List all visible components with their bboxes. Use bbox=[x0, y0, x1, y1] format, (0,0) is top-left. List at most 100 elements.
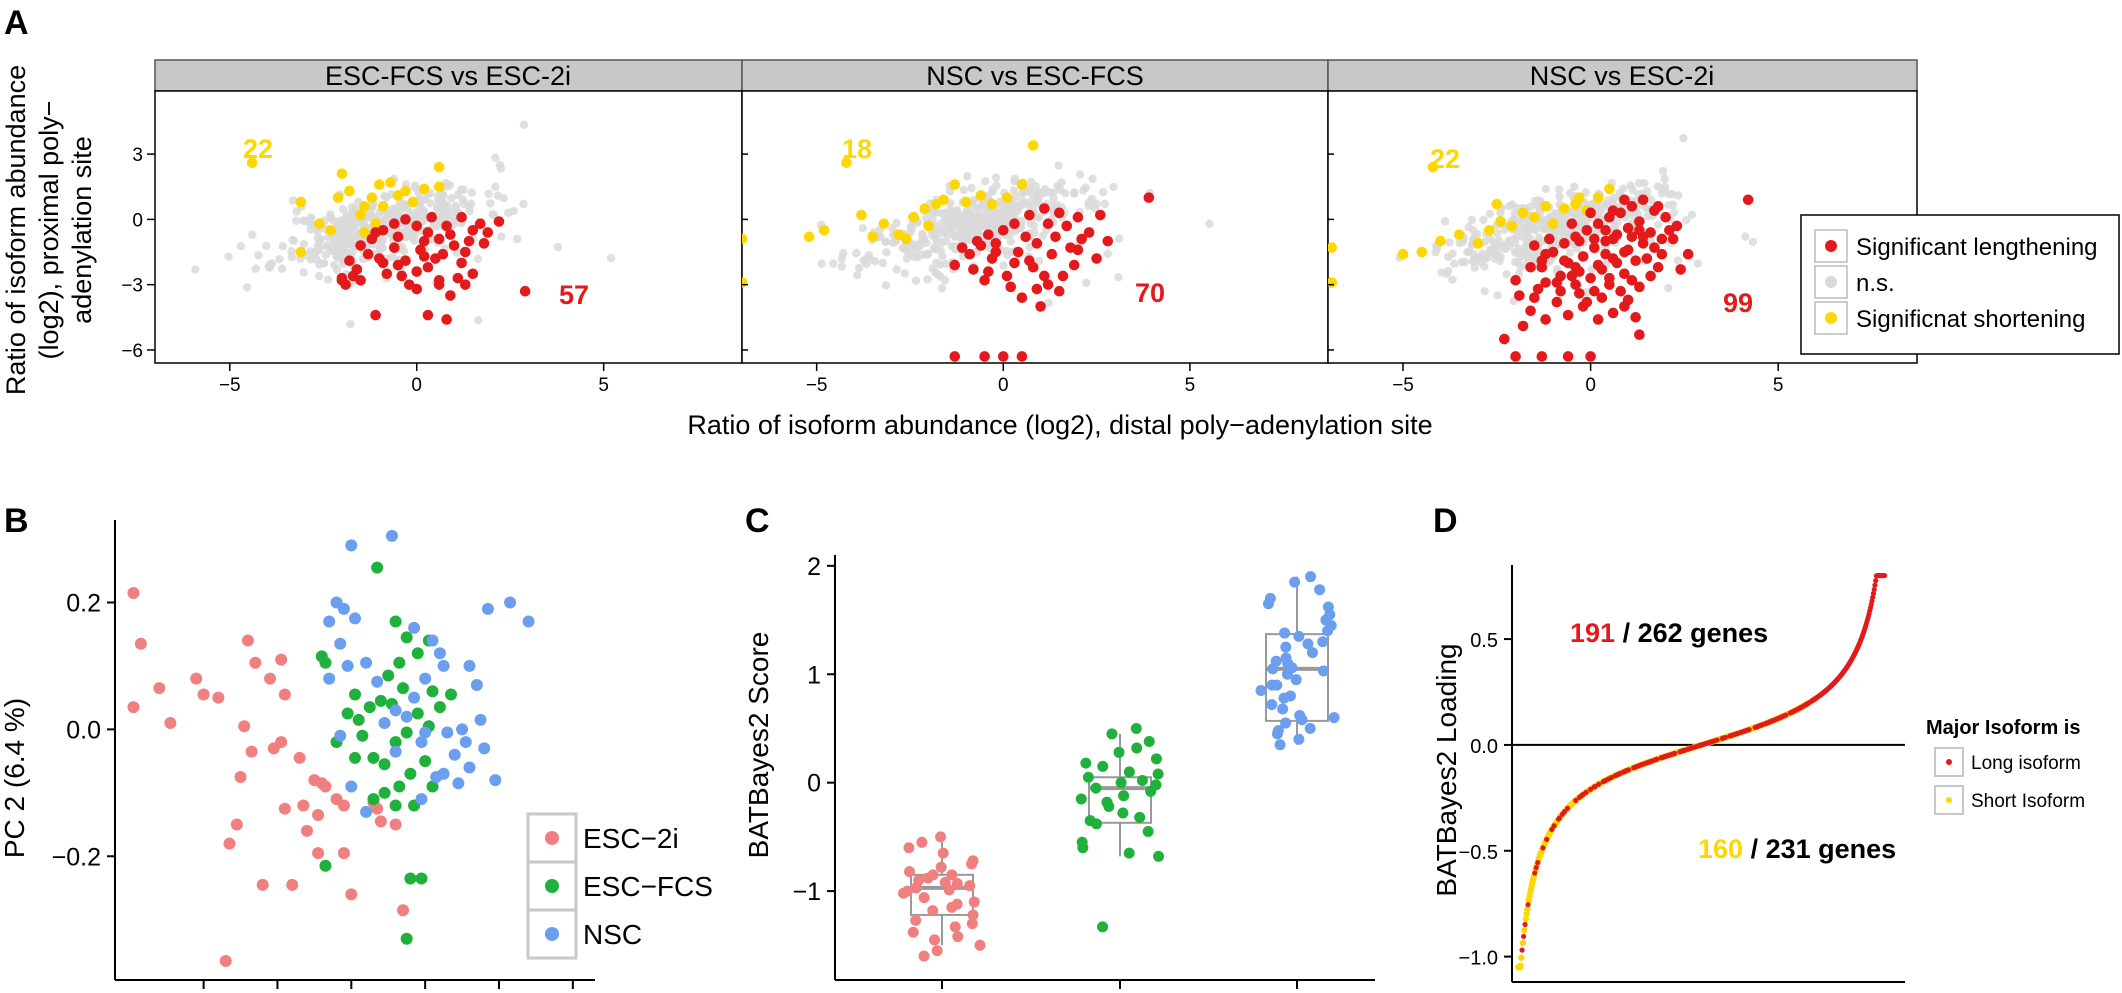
pca-point bbox=[374, 815, 387, 828]
lengthening-point bbox=[1009, 218, 1020, 230]
ns-point bbox=[1443, 266, 1453, 276]
ns-point bbox=[981, 177, 990, 186]
pca-point bbox=[319, 859, 332, 872]
lengthening-point bbox=[460, 246, 471, 258]
lengthening-point bbox=[452, 272, 464, 284]
annotation-long-total: / 262 genes bbox=[1615, 618, 1768, 648]
lengthening-point bbox=[1020, 231, 1031, 243]
lengthening-point bbox=[519, 285, 531, 297]
ns-point bbox=[1679, 134, 1688, 143]
legend-d-dot-short bbox=[1946, 797, 1952, 803]
shortening-point bbox=[923, 220, 934, 232]
ns-point bbox=[959, 185, 968, 195]
lengthening-point bbox=[1607, 233, 1619, 245]
lengthening-point bbox=[1596, 292, 1608, 304]
ns-point bbox=[959, 210, 969, 220]
panel-a-y-title-line-3: adenylation site bbox=[67, 136, 97, 324]
ns-point bbox=[969, 225, 978, 234]
lengthening-point bbox=[456, 211, 467, 223]
loading-point-long bbox=[1587, 786, 1594, 792]
pca-point bbox=[293, 751, 306, 764]
legend-a-dot-lengthening bbox=[1825, 240, 1837, 252]
box-jitter-point bbox=[1317, 665, 1329, 677]
y-tick-label: −3 bbox=[121, 276, 143, 297]
pca-point bbox=[463, 761, 476, 774]
lengthening-point bbox=[1042, 218, 1054, 230]
lengthening-point bbox=[1637, 194, 1649, 206]
box-jitter-point bbox=[974, 939, 986, 951]
pca-point bbox=[463, 659, 476, 672]
pca-point bbox=[481, 602, 494, 615]
box-jitter-point bbox=[929, 934, 941, 946]
ns-point bbox=[999, 261, 1008, 270]
lengthening-point bbox=[1607, 205, 1619, 216]
count-lengthening-2: 70 bbox=[1135, 278, 1165, 308]
ns-point bbox=[344, 235, 354, 244]
lengthening-point bbox=[1551, 277, 1563, 288]
ns-point bbox=[411, 181, 420, 190]
ns-point bbox=[1088, 174, 1097, 184]
pca-point bbox=[426, 780, 439, 793]
lengthening-point bbox=[448, 240, 460, 251]
box-jitter-point bbox=[1097, 760, 1109, 772]
lengthening-point bbox=[422, 261, 434, 273]
legend-a-dot-ns bbox=[1825, 276, 1837, 288]
box-jitter-point bbox=[901, 885, 913, 897]
shortening-point bbox=[295, 246, 307, 258]
shortening-point bbox=[418, 183, 430, 195]
pca-point bbox=[371, 802, 384, 815]
box-jitter-point bbox=[904, 866, 916, 878]
box-jitter-point bbox=[1280, 717, 1292, 729]
lengthening-point bbox=[370, 227, 381, 238]
pca-point bbox=[415, 872, 428, 885]
ns-point bbox=[923, 275, 932, 284]
box-jitter-point bbox=[949, 921, 961, 933]
ns-point bbox=[1032, 197, 1041, 206]
ns-point bbox=[1457, 257, 1466, 267]
box-jitter-point bbox=[1123, 847, 1135, 859]
ns-point bbox=[335, 253, 344, 263]
box-jitter-point bbox=[1106, 728, 1118, 740]
loading-point-long bbox=[1873, 578, 1879, 584]
pca-point bbox=[400, 631, 413, 644]
pca-point bbox=[345, 539, 358, 552]
pca-point bbox=[190, 672, 203, 685]
y-tick-label: −0.5 bbox=[1459, 842, 1498, 864]
box-jitter-point bbox=[946, 869, 958, 881]
lengthening-point bbox=[1574, 288, 1585, 299]
ns-point bbox=[308, 250, 317, 260]
ns-point bbox=[1026, 219, 1035, 228]
ns-point bbox=[878, 258, 888, 268]
shortening-point bbox=[1328, 242, 1338, 253]
legend-b-label-2: ESC−FCS bbox=[583, 871, 713, 902]
legend-b-label-1: ESC−2i bbox=[583, 823, 679, 854]
ns-point bbox=[318, 259, 328, 268]
pca-point bbox=[474, 713, 487, 726]
box-jitter-point bbox=[1150, 753, 1162, 765]
pca-point bbox=[389, 745, 402, 758]
ns-point bbox=[342, 210, 352, 219]
shortening-point bbox=[355, 209, 366, 221]
lengthening-point bbox=[1619, 194, 1630, 206]
pca-point bbox=[374, 694, 387, 707]
facet-title-1: ESC-FCS vs ESC-2i bbox=[325, 61, 571, 91]
ns-point bbox=[1626, 181, 1635, 190]
box-jitter-point bbox=[1117, 807, 1129, 819]
shortening-point bbox=[314, 218, 325, 230]
box-jitter-point bbox=[1289, 576, 1301, 588]
box-jitter-point bbox=[1294, 709, 1306, 721]
ns-point bbox=[1521, 242, 1530, 251]
lengthening-point bbox=[1649, 242, 1660, 253]
pca-point bbox=[334, 729, 347, 742]
lengthening-point bbox=[1559, 255, 1570, 267]
pca-point bbox=[452, 777, 465, 790]
lengthening-point bbox=[418, 251, 430, 262]
ns-point bbox=[1496, 208, 1505, 218]
y-tick-label: 0.2 bbox=[66, 589, 101, 617]
box-jitter-point bbox=[1290, 674, 1302, 686]
ns-point bbox=[509, 206, 518, 216]
loading-point-short bbox=[1521, 927, 1528, 934]
lengthening-point bbox=[467, 268, 479, 280]
pca-point bbox=[360, 805, 373, 818]
lengthening-point bbox=[370, 309, 381, 321]
